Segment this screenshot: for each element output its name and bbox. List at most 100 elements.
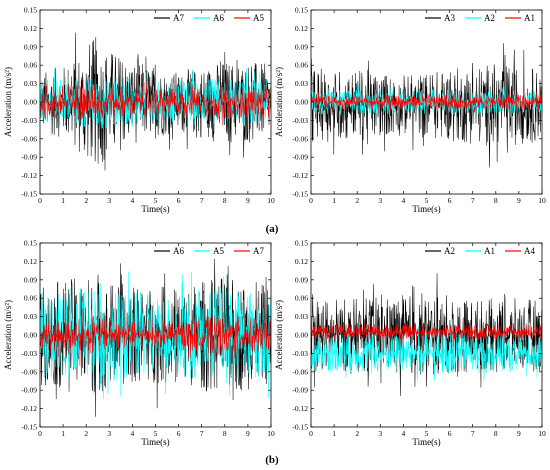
legend-label-a4: A4 [524, 246, 535, 256]
legend: A2 A1 A4 [425, 246, 535, 256]
y-axis-label: Acceleration (m/s²) [274, 300, 284, 370]
y-tick-label: 0.09 [24, 42, 37, 51]
x-tick-label: 1 [61, 196, 65, 205]
y-axis-label: Acceleration (m/s²) [3, 67, 13, 137]
x-tick-label: 6 [448, 196, 452, 205]
x-tick-label: 5 [425, 196, 429, 205]
x-tick-label: 0 [309, 429, 313, 438]
series-group [40, 32, 271, 171]
legend-label-a7: A7 [173, 13, 184, 23]
legend-label-a5: A5 [253, 13, 264, 23]
y-tick-label: -0.09 [21, 153, 37, 162]
y-tick-label: -0.12 [292, 404, 308, 413]
y-tick-label: 0.03 [295, 79, 308, 88]
y-tick-label: 0.00 [24, 98, 37, 107]
y-tick-label: -0.06 [292, 134, 308, 143]
x-tick-label: 9 [246, 196, 250, 205]
legend-label-a5: A5 [213, 246, 224, 256]
x-tick-label: 7 [200, 429, 204, 438]
x-tick-label: 0 [38, 429, 42, 438]
y-tick-label: 0.00 [295, 98, 308, 107]
y-tick-label: -0.09 [21, 386, 37, 395]
x-tick-label: 10 [267, 429, 275, 438]
x-axis-label: Time(s) [412, 437, 440, 447]
y-tick-label: -0.03 [292, 349, 308, 358]
y-tick-label: -0.06 [292, 367, 308, 376]
series-group [311, 43, 542, 168]
y-tick-label: 0.12 [24, 24, 37, 33]
legend-label-a1: A1 [524, 13, 535, 23]
x-tick-label: 2 [355, 196, 359, 205]
series-line-a2 [311, 273, 542, 396]
x-tick-label: 10 [538, 429, 546, 438]
y-tick-label: -0.03 [292, 116, 308, 125]
y-tick-label: -0.12 [21, 404, 37, 413]
legend: A3 A2 A1 [425, 13, 535, 23]
x-tick-label: 7 [471, 196, 475, 205]
x-tick-label: 0 [38, 196, 42, 205]
y-tick-label: 0.09 [295, 275, 308, 284]
x-tick-label: 1 [332, 196, 336, 205]
x-tick-label: 10 [538, 196, 546, 205]
y-tick-label: 0.09 [295, 42, 308, 51]
y-tick-label: -0.03 [21, 349, 37, 358]
y-tick-label: -0.12 [21, 171, 37, 180]
y-tick-label: 0.12 [295, 24, 308, 33]
y-tick-label: -0.09 [292, 386, 308, 395]
y-tick-label: 0.15 [24, 6, 37, 15]
x-tick-label: 10 [267, 196, 275, 205]
x-tick-label: 1 [61, 429, 65, 438]
x-tick-label: 0 [309, 196, 313, 205]
legend-label-a1: A1 [484, 246, 495, 256]
chart-panel-3: -0.15 -0.12 -0.09 -0.06 -0.03 0.00 0.03 0.06 0.0… [3, 239, 275, 448]
x-tick-label: 9 [517, 429, 521, 438]
legend-label-a2: A2 [444, 246, 455, 256]
x-tick-label: 4 [131, 196, 135, 205]
y-tick-label: -0.03 [21, 116, 37, 125]
y-tick-label: 0.06 [295, 294, 308, 303]
legend-label-a7: A7 [253, 246, 264, 256]
legend: A7 A6 A5 [154, 13, 264, 23]
legend-label-a6: A6 [173, 246, 184, 256]
y-tick-label: 0.03 [295, 312, 308, 321]
y-tick-label: 0.06 [295, 61, 308, 70]
x-tick-label: 3 [107, 196, 111, 205]
series-group [40, 258, 271, 417]
y-tick-label: 0.03 [24, 312, 37, 321]
y-tick-label: 0.00 [295, 331, 308, 340]
x-tick-label: 7 [200, 196, 204, 205]
y-tick-label: -0.15 [292, 423, 308, 432]
x-tick-label: 8 [223, 196, 227, 205]
y-tick-label: -0.06 [21, 134, 37, 143]
chart-panel-1: -0.15 -0.12 -0.09 -0.06 -0.03 0.00 0.03 0.06 0.0… [3, 6, 275, 215]
y-tick-label: 0.09 [24, 275, 37, 284]
x-tick-label: 2 [84, 196, 88, 205]
x-tick-label: 7 [471, 429, 475, 438]
x-tick-label: 9 [517, 196, 521, 205]
x-tick-label: 8 [494, 429, 498, 438]
y-tick-label: 0.15 [24, 239, 37, 248]
x-axis-label: Time(s) [141, 204, 169, 214]
y-tick-label: 0.06 [24, 61, 37, 70]
y-tick-label: 0.15 [295, 239, 308, 248]
series-line-a7 [40, 32, 271, 171]
y-tick-label: -0.15 [292, 190, 308, 199]
x-tick-label: 3 [107, 429, 111, 438]
x-tick-label: 4 [402, 196, 406, 205]
y-tick-label: 0.15 [295, 6, 308, 15]
x-tick-label: 4 [131, 429, 135, 438]
y-tick-label: 0.12 [295, 257, 308, 266]
y-tick-label: -0.12 [292, 171, 308, 180]
y-axis-label: Acceleration (m/s²) [274, 67, 284, 137]
y-axis-label: Acceleration (m/s²) [3, 300, 13, 370]
y-tick-label: -0.09 [292, 153, 308, 162]
y-tick-label: 0.00 [24, 331, 37, 340]
x-tick-label: 2 [355, 429, 359, 438]
y-tick-label: -0.15 [21, 423, 37, 432]
x-tick-label: 2 [84, 429, 88, 438]
panel-label-b: (b) [265, 454, 279, 466]
x-tick-label: 9 [246, 429, 250, 438]
legend: A6 A5 A7 [154, 246, 264, 256]
x-tick-label: 8 [494, 196, 498, 205]
legend-label-a3: A3 [444, 13, 455, 23]
